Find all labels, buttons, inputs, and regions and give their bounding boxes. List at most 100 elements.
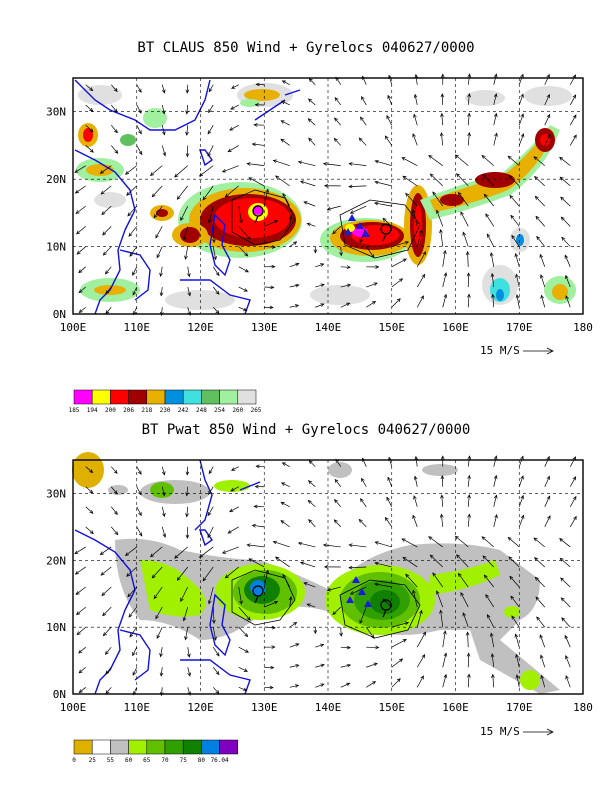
wind-vector [349,205,367,214]
wind-vector [132,286,138,296]
wind-vector [467,673,471,688]
colorbar-swatch [146,389,166,405]
wind-vector [212,266,220,277]
wind-vector [104,266,112,275]
wind-vector [561,617,571,628]
wind-vector [507,155,520,166]
wind-vector [348,162,367,167]
wind-vector [460,211,469,227]
wind-vector [254,484,265,489]
colorbar-label: 0 [72,757,76,764]
wind-vector [281,462,290,467]
wind-vector [510,214,520,227]
wind-vector [187,647,191,658]
wind-vector [564,254,571,267]
colorbar-label: 25 [89,757,97,764]
wind-vector [359,226,367,244]
wind-vector [231,466,239,471]
colorbar-swatch [164,739,184,755]
wind-vector [180,586,189,602]
wind-vector [185,466,190,476]
wind-vector [246,543,265,548]
wind-vector [202,185,214,201]
wind-vector [467,513,471,527]
wind-vector [544,73,550,85]
wind-vector [229,506,239,513]
wind-vector [280,120,290,126]
wind-vector [323,183,341,188]
wind-vector [100,185,112,195]
wind-vector [299,561,316,568]
wind-vector [238,206,243,224]
wind-vector [333,137,342,146]
colorbar-label: 254 [214,407,225,414]
wind-vector [307,98,316,106]
colorbar-swatch [73,389,93,405]
wind-vector [440,455,445,467]
wind-vector [440,474,445,487]
lon-tick-label: 120E [187,701,214,714]
typhoon-icon [380,223,392,242]
wind-vector [76,606,86,616]
colorbar-label: 248 [196,407,207,414]
colorbar-label: 60 [125,757,133,764]
wind-vector [307,480,316,488]
wind-vector [561,236,571,247]
wind-vector [110,124,118,134]
wind-vector [85,84,94,92]
wind-vector [540,674,546,688]
colorbar-swatch [182,739,202,755]
wind-vector [156,626,163,639]
wind-vector [161,486,166,497]
wind-vector [518,133,525,146]
wind-vector [360,498,367,508]
wind-vector [489,632,495,648]
wind-vector [74,546,86,555]
wind-vector [161,84,166,94]
wind-vector [126,566,137,577]
wind-vector [401,538,418,548]
wind-vector [405,192,418,207]
colorbar-label: 55 [107,757,115,764]
lon-tick-label: 140E [315,321,342,334]
wind-vector [238,666,248,672]
wind-vector [75,586,86,595]
wind-vector [85,486,94,494]
wind-vector [85,526,94,535]
wind-vector [136,486,142,496]
wind-vector [559,176,571,187]
wind-vector [264,600,279,608]
wind-vector [207,125,214,135]
wind-vector [176,185,189,200]
wind-vector [272,540,290,548]
panel1-cloud-fields [76,83,576,310]
wind-vector [78,286,86,294]
wind-vector [349,586,367,595]
colorbar-label: 260 [232,407,243,414]
wind-vector [136,145,143,156]
wind-vector [481,155,494,166]
wind-vector [454,535,469,548]
wind-vector [255,82,265,87]
wind-vector [313,627,318,635]
wind-vector [428,536,443,548]
wind-vector [366,681,377,688]
wind-vector [254,103,265,107]
wind-vector [212,607,216,624]
wind-vector [326,586,341,592]
colorbar-swatch [201,389,220,405]
wind-vector [429,173,443,187]
wind-vector [439,132,444,146]
wind-vector [366,662,378,668]
wind-vector [238,226,251,240]
wind-vector [481,536,494,548]
wind-vector [185,486,189,497]
panel2-gyre-locations [231,569,421,639]
panel2-typhoon-symbols [252,585,392,618]
wind-vector [159,286,164,297]
wind-vector [414,455,419,467]
wind-vector [149,546,163,558]
lon-tick-label: 100E [60,701,87,714]
colorbar-label: 76.04 [211,757,229,764]
wind-vector [540,654,546,668]
